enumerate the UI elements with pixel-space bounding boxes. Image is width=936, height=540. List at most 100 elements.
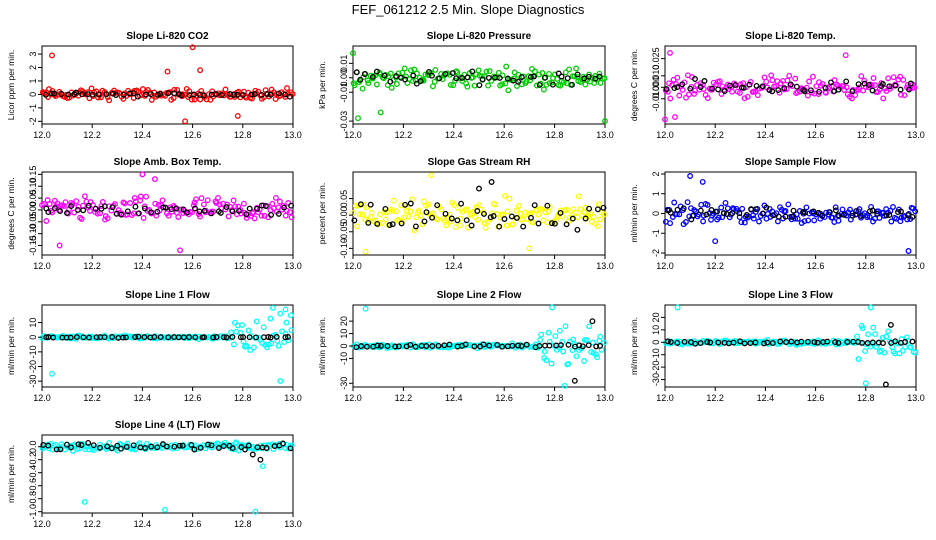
data-point xyxy=(868,82,875,89)
data-point xyxy=(753,82,760,89)
data-point xyxy=(398,220,405,227)
data-point xyxy=(508,213,515,220)
y-tick-label: 0 xyxy=(28,335,38,340)
data-point xyxy=(582,215,589,222)
data-point xyxy=(267,334,274,341)
data-point xyxy=(763,204,770,211)
data-point xyxy=(593,343,600,350)
data-point xyxy=(249,210,256,217)
data-point xyxy=(438,206,445,213)
data-point xyxy=(45,442,52,449)
data-point xyxy=(58,91,65,97)
data-point xyxy=(501,216,508,222)
data-point xyxy=(886,212,893,218)
y-axis-label: Licor ppm per min. xyxy=(6,50,16,120)
data-point xyxy=(564,75,571,82)
data-point xyxy=(586,71,593,78)
data-point xyxy=(743,212,750,218)
data-point xyxy=(704,201,711,208)
data-point xyxy=(786,72,793,79)
data-point xyxy=(420,77,427,84)
data-point xyxy=(760,340,767,347)
data-point xyxy=(171,443,178,450)
y-tick-label: -20 xyxy=(651,361,661,374)
y-axis-label: degrees C per min. xyxy=(629,49,639,121)
data-point xyxy=(592,75,599,82)
data-point xyxy=(399,69,406,76)
data-point xyxy=(536,342,543,349)
data-point xyxy=(544,202,551,209)
x-tick-label: 12.6 xyxy=(495,261,513,271)
x-tick-label: 12.8 xyxy=(857,130,875,140)
y-tick-label: 2 xyxy=(651,171,661,176)
data-point xyxy=(575,193,582,200)
data-point xyxy=(431,78,438,85)
data-point xyxy=(434,216,441,223)
data-point xyxy=(589,339,596,346)
data-point xyxy=(574,226,581,233)
data-point xyxy=(388,84,395,91)
data-point xyxy=(503,63,510,70)
x-tick-label: 12.6 xyxy=(184,261,202,271)
data-point xyxy=(401,65,408,72)
data-point xyxy=(882,381,889,388)
data-point xyxy=(264,91,271,97)
data-point xyxy=(715,214,722,221)
points-layer xyxy=(39,439,295,515)
data-point xyxy=(360,201,367,208)
data-point xyxy=(697,84,704,90)
data-point xyxy=(664,338,671,345)
data-point xyxy=(667,209,674,216)
data-point xyxy=(718,91,725,97)
data-point xyxy=(410,78,416,85)
data-point xyxy=(523,78,530,85)
data-point xyxy=(490,213,497,219)
data-point xyxy=(365,80,372,87)
data-point xyxy=(474,208,481,214)
data-point xyxy=(769,77,776,84)
data-point xyxy=(286,209,293,216)
data-point xyxy=(898,336,905,343)
data-point xyxy=(601,75,608,82)
y-axis-label: degrees C per min. xyxy=(6,177,16,249)
y-tick-label: -2 xyxy=(651,249,661,257)
chart-title: Slope Line 1 Flow xyxy=(125,290,210,301)
y-axis-label: ml/min per min. xyxy=(629,317,639,375)
data-point xyxy=(459,74,466,81)
data-point xyxy=(454,204,461,211)
data-point xyxy=(367,201,374,208)
data-point xyxy=(885,328,892,335)
y-tick-label: -0.2 xyxy=(28,452,38,468)
data-point xyxy=(847,206,853,213)
data-point xyxy=(886,83,893,90)
data-point xyxy=(577,206,584,213)
plot-frame xyxy=(352,171,606,256)
data-point xyxy=(782,213,789,220)
points-layer xyxy=(39,171,295,254)
points-layer xyxy=(662,49,918,123)
data-point xyxy=(132,334,139,340)
data-point xyxy=(186,334,192,341)
data-point xyxy=(381,72,388,79)
data-point xyxy=(148,96,155,103)
data-point xyxy=(601,339,607,346)
data-point xyxy=(384,343,391,349)
y-tick-label: -30 xyxy=(339,377,349,390)
data-point xyxy=(849,212,856,219)
data-point xyxy=(793,83,800,90)
x-tick-label: 12.0 xyxy=(344,261,362,271)
data-point xyxy=(796,208,803,214)
data-point xyxy=(794,215,801,222)
data-point xyxy=(501,192,508,199)
data-point xyxy=(165,90,172,97)
data-point xyxy=(46,445,52,452)
data-point xyxy=(259,463,266,470)
y-tick-label: -10 xyxy=(339,352,349,365)
data-point xyxy=(423,209,430,216)
data-point xyxy=(539,206,546,213)
data-point xyxy=(387,78,394,85)
y-axis-label: percent per min. xyxy=(317,183,327,244)
data-point xyxy=(790,207,797,214)
data-point xyxy=(890,74,897,81)
data-point xyxy=(671,199,678,206)
